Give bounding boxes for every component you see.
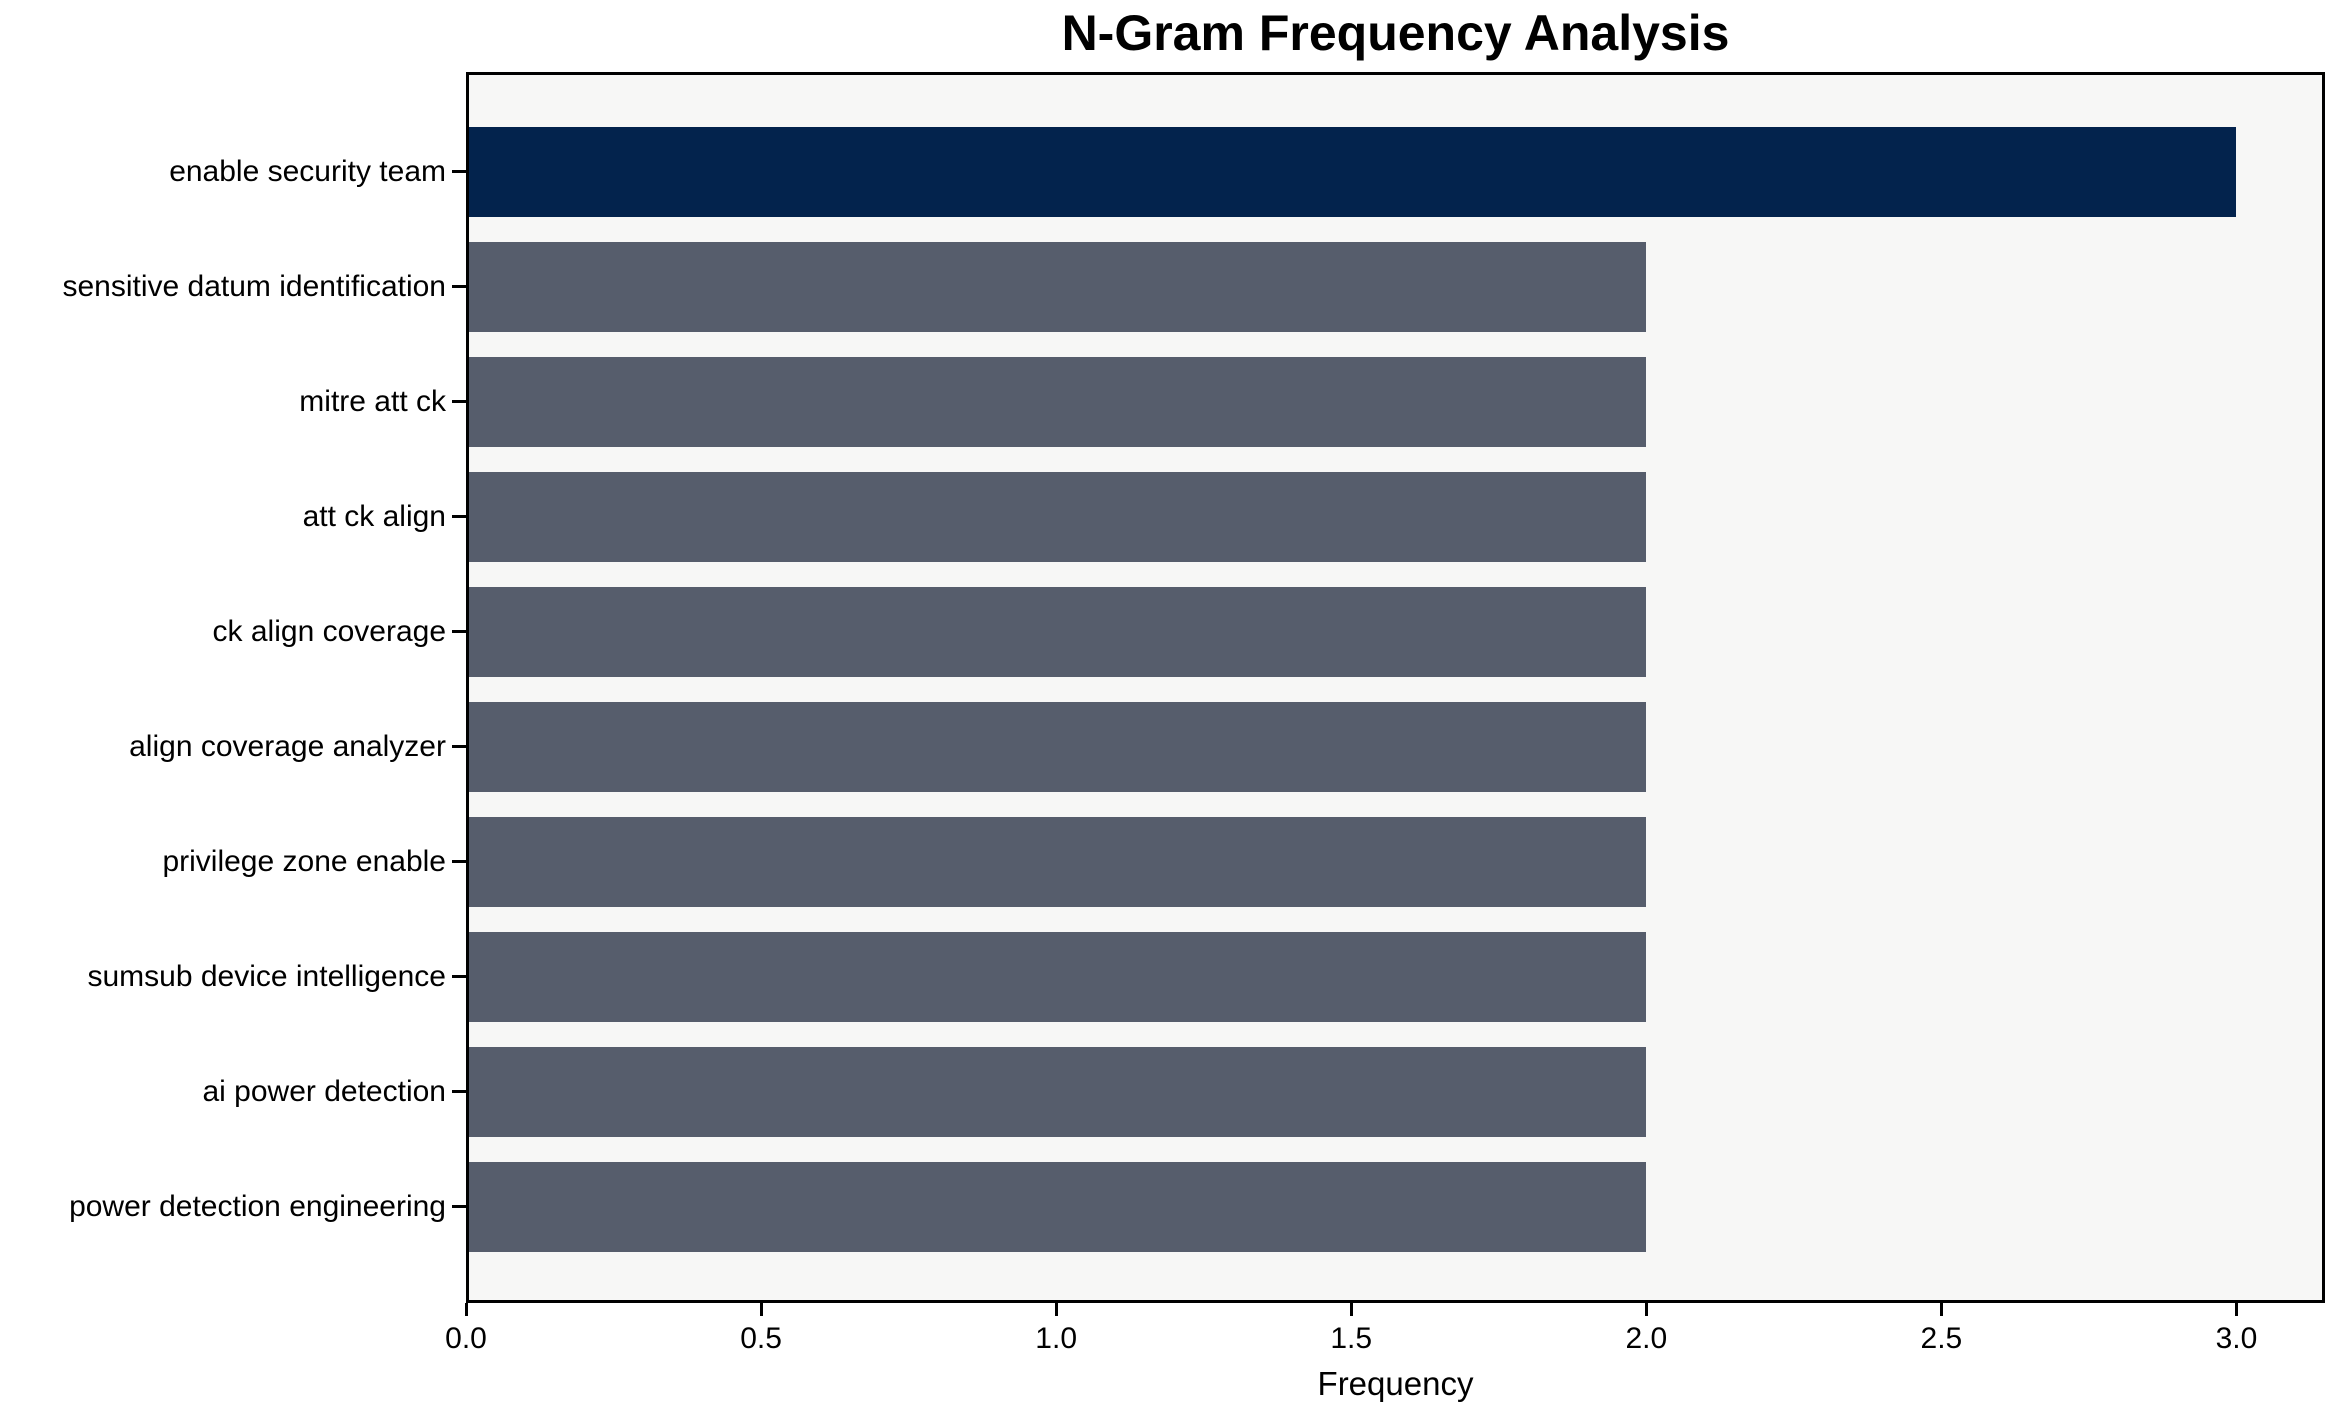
y-tick-mark: [452, 630, 466, 633]
y-category-label: att ck align: [302, 499, 446, 533]
frequency-bar: [466, 931, 1647, 1022]
y-tick-mark: [452, 745, 466, 748]
y-tick-mark: [452, 1205, 466, 1208]
x-tick-mark: [759, 1303, 763, 1316]
y-category-label: mitre att ck: [299, 384, 446, 418]
x-tick-mark: [1939, 1303, 1943, 1316]
x-tick-mark: [2234, 1303, 2238, 1316]
x-tick-label: 2.5: [1920, 1322, 1963, 1355]
x-tick-label: 1.5: [1330, 1322, 1373, 1355]
frequency-bar: [466, 471, 1647, 562]
y-category-label: power detection engineering: [69, 1189, 446, 1223]
y-tick-mark: [452, 285, 466, 288]
y-tick-mark: [452, 1090, 466, 1093]
frequency-bar: [466, 126, 2237, 217]
y-category-label: privilege zone enable: [162, 844, 446, 878]
y-category-label: sumsub device intelligence: [87, 959, 446, 993]
frequency-bar: [466, 701, 1647, 792]
x-tick-label: 1.0: [1035, 1322, 1078, 1355]
x-tick-label: 0.5: [740, 1322, 782, 1355]
x-tick-label: 0.0: [445, 1322, 487, 1355]
y-category-label: enable security team: [169, 154, 446, 188]
x-tick-label: 3.0: [2215, 1322, 2258, 1355]
frequency-bar: [466, 1161, 1647, 1252]
y-tick-mark: [452, 170, 466, 173]
y-category-label: sensitive datum identification: [62, 269, 446, 303]
frequency-bar: [466, 241, 1647, 332]
x-tick-mark: [1644, 1303, 1648, 1316]
bars-layer: [466, 72, 2325, 1303]
y-tick-mark: [452, 860, 466, 863]
frequency-bar: [466, 356, 1647, 447]
y-category-label: align coverage analyzer: [129, 729, 446, 763]
chart-title: N-Gram Frequency Analysis: [1061, 5, 1730, 61]
y-category-label: ai power detection: [202, 1074, 447, 1108]
y-category-label: ck align coverage: [212, 614, 446, 648]
y-tick-mark: [452, 975, 466, 978]
y-tick-mark: [452, 400, 466, 403]
x-axis-label: Frequency: [1317, 1365, 1474, 1402]
x-tick-mark: [464, 1303, 468, 1316]
x-tick-mark: [1349, 1303, 1353, 1316]
y-tick-mark: [452, 515, 466, 518]
frequency-bar: [466, 1046, 1647, 1137]
x-tick-mark: [1054, 1303, 1058, 1316]
frequency-bar: [466, 586, 1647, 677]
frequency-bar: [466, 816, 1647, 907]
x-tick-label: 2.0: [1625, 1322, 1668, 1355]
